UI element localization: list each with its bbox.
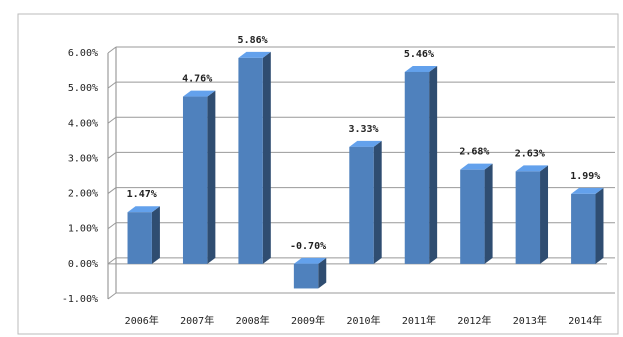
bar-side <box>429 65 438 264</box>
x-tick-label: 2009年 <box>291 314 325 327</box>
bar-side <box>595 187 604 264</box>
bar-side <box>484 163 493 264</box>
y-tick-label: 6.00% <box>68 48 98 59</box>
y-tick-label: 5.00% <box>68 83 98 94</box>
x-tick-label: 2006年 <box>125 314 159 327</box>
bar-top <box>515 165 549 172</box>
y-tick-label: -1.00% <box>62 294 98 305</box>
x-tick-label: 2008年 <box>236 314 270 327</box>
grid-line-side <box>107 46 117 54</box>
bar-side <box>540 165 549 264</box>
bar-top <box>293 257 327 264</box>
y-tick-label: 3.00% <box>68 153 98 164</box>
grid-line-side <box>107 152 117 159</box>
bar <box>571 193 596 264</box>
bar-top <box>182 90 216 97</box>
value-label: 2.63% <box>515 148 545 159</box>
value-label: 3.33% <box>348 124 378 135</box>
x-tick-label: 2010年 <box>346 314 380 327</box>
bar-side <box>318 257 327 289</box>
bar-top <box>349 140 382 147</box>
value-label: 4.76% <box>182 74 212 85</box>
value-label: 5.46% <box>404 49 434 60</box>
value-label: -0.70% <box>290 241 326 252</box>
bar-top <box>404 65 438 72</box>
bar <box>182 96 208 264</box>
bar-side <box>151 206 160 264</box>
bar <box>404 71 430 264</box>
bar-top <box>127 206 160 213</box>
bar <box>349 146 374 264</box>
grid-line-side <box>107 257 117 265</box>
value-label: 5.86% <box>238 35 268 46</box>
x-tick-label: 2013年 <box>513 314 547 327</box>
y-tick-label: 2.00% <box>68 189 98 200</box>
grid-line-side <box>107 116 117 124</box>
y-tick-label: 1.00% <box>68 224 98 235</box>
y-tick-label: 0.00% <box>68 259 98 270</box>
bar-top <box>571 187 604 194</box>
value-label: 2.68% <box>459 147 489 158</box>
bar-side <box>373 140 382 264</box>
grid-line-side <box>107 81 117 89</box>
bar <box>460 169 485 264</box>
y-tick-label: 4.00% <box>68 118 98 129</box>
grid-line-side <box>107 292 117 300</box>
bar-side <box>262 51 271 264</box>
bar <box>238 57 263 264</box>
x-tick-label: 2011年 <box>402 314 436 327</box>
value-label: 1.47% <box>127 189 157 200</box>
bar <box>127 212 152 264</box>
grid-line-side <box>107 187 117 194</box>
bar <box>293 263 319 289</box>
value-label: 1.99% <box>570 171 600 182</box>
x-tick-label: 2012年 <box>457 314 491 327</box>
bar-side <box>207 90 216 264</box>
bar-top <box>460 163 493 170</box>
bar-top <box>238 51 271 58</box>
x-tick-label: 2007年 <box>180 314 214 327</box>
x-tick-label: 2014年 <box>568 314 602 327</box>
grid-line-side <box>107 222 117 230</box>
bar <box>515 171 541 264</box>
